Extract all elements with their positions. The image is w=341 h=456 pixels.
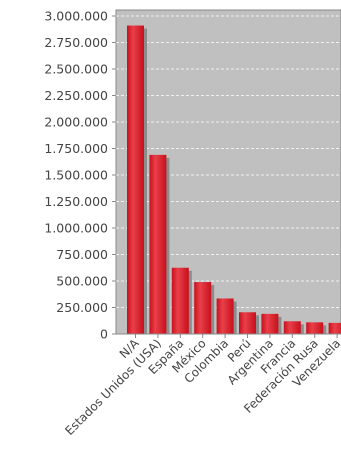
y-tick-label: 2.250.000: [44, 88, 108, 103]
y-tick-label: 2.750.000: [44, 35, 108, 50]
y-tick-label: 3.000.000: [44, 9, 108, 24]
bars: [127, 25, 341, 334]
y-tick-label: 1.000.000: [44, 221, 108, 236]
bar: [239, 312, 256, 334]
y-tick-label: 0: [100, 327, 108, 342]
bar: [306, 322, 324, 334]
y-axis: 0 250.000 500.000 750.000 1.000.000 1.250.000…: [44, 9, 116, 342]
y-tick-label: 1.250.000: [44, 194, 108, 209]
y-tick-label: 250.000: [56, 300, 108, 315]
x-tick-label: Estados Unidos (USA): [62, 336, 164, 438]
y-tick-label: 2.000.000: [44, 115, 108, 130]
bar: [216, 298, 234, 334]
y-tick-label: 750.000: [56, 247, 108, 262]
y-tick-label: 2.500.000: [44, 62, 108, 77]
bar: [261, 313, 279, 334]
y-tick-label: 1.750.000: [44, 141, 108, 156]
y-tick-label: 1.500.000: [44, 168, 108, 183]
bar: [149, 154, 167, 334]
y-tick-label: 500.000: [56, 274, 108, 289]
bar: [127, 25, 144, 334]
bar: [171, 267, 189, 334]
bar: [194, 282, 212, 334]
bar: [328, 322, 341, 334]
bar: [283, 321, 301, 334]
